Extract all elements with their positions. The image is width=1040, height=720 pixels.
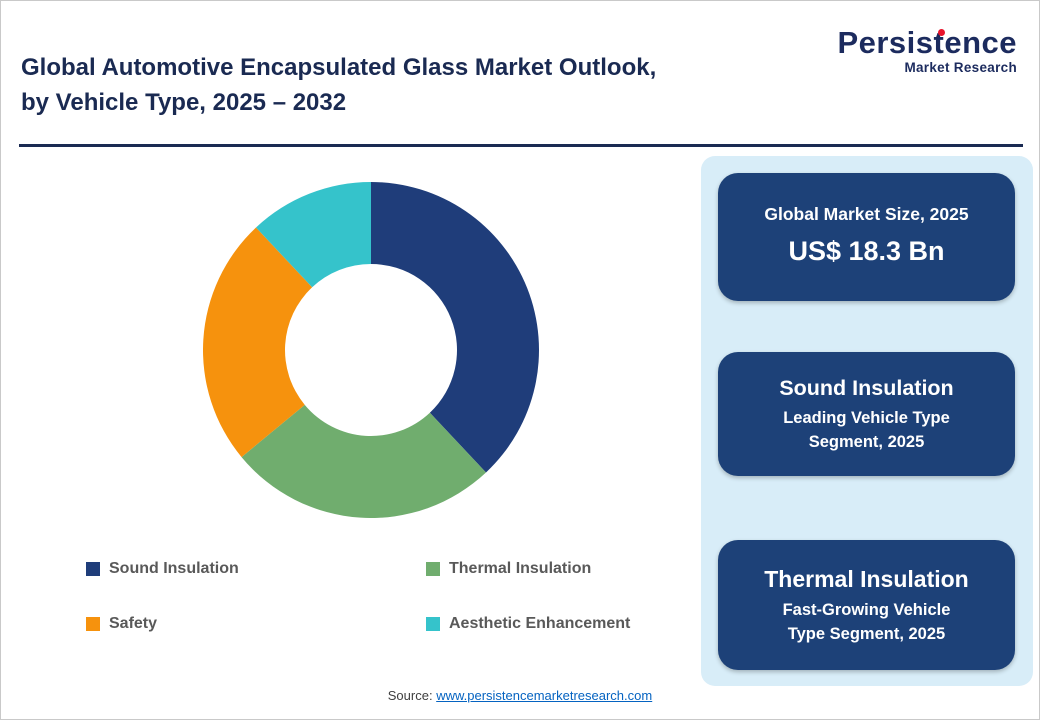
brand-logo: Persistence Market Research [837, 27, 1017, 75]
donut-segment-aesthetic-enhancement [256, 182, 371, 288]
source-line: Source: www.persistencemarketresearch.co… [1, 688, 1039, 703]
legend-label: Safety [109, 615, 158, 632]
source-link[interactable]: www.persistencemarketresearch.com [436, 688, 653, 703]
card-global-market-size: Global Market Size, 2025 US$ 18.3 Bn [718, 173, 1015, 301]
card-title: Thermal Insulation [764, 566, 969, 593]
card-title: Sound Insulation [779, 376, 954, 401]
page-title-line1: Global Automotive Encapsulated Glass Mar… [21, 54, 657, 81]
donut-segment-sound-insulation [371, 182, 539, 473]
legend-item-thermal-insulation: Thermal Insulation [426, 560, 591, 578]
donut-chart [203, 182, 539, 518]
legend-swatch-safety [86, 617, 100, 631]
brand-logo-wordmark: Persistence [837, 27, 1017, 58]
card-subtitle: Fast-Growing Vehicle Type Segment, 2025 [782, 601, 951, 643]
card-value: US$ 18.3 Bn [788, 235, 945, 266]
highlights-panel: Global Market Size, 2025 US$ 18.3 Bn Sou… [701, 156, 1033, 686]
donut-segment-safety [203, 227, 313, 458]
card-fast-growing-segment: Thermal Insulation Fast-Growing Vehicle … [718, 540, 1015, 670]
legend-swatch-thermal-insulation [426, 562, 440, 576]
card-subtitle: Leading Vehicle Type Segment, 2025 [783, 409, 950, 451]
card-title: Global Market Size, 2025 [764, 204, 969, 225]
legend-item-sound-insulation: Sound Insulation [86, 560, 239, 578]
card-leading-segment: Sound Insulation Leading Vehicle Type Se… [718, 352, 1015, 476]
page-title-line2: by Vehicle Type, 2025 – 2032 [21, 88, 347, 116]
donut-segment-thermal-insulation [241, 404, 486, 518]
legend-swatch-sound-insulation [86, 562, 100, 576]
donut-chart-svg [203, 182, 539, 518]
page-title: Global Automotive Encapsulated Glass Mar… [21, 51, 681, 121]
legend-item-safety: Safety [86, 615, 157, 633]
brand-logo-text: Persistence [837, 25, 1017, 60]
legend-label: Thermal Insulation [449, 560, 592, 577]
brand-logo-red-dot-icon [938, 29, 946, 36]
source-prefix: Source: [387, 688, 437, 703]
legend-item-aesthetic-enhancement: Aesthetic Enhancement [426, 615, 630, 633]
brand-logo-subtitle: Market Research [904, 60, 1017, 75]
legend-label: Sound Insulation [109, 560, 239, 577]
title-divider [19, 144, 1023, 147]
legend-label: Aesthetic Enhancement [449, 615, 631, 632]
legend-swatch-aesthetic-enhancement [426, 617, 440, 631]
